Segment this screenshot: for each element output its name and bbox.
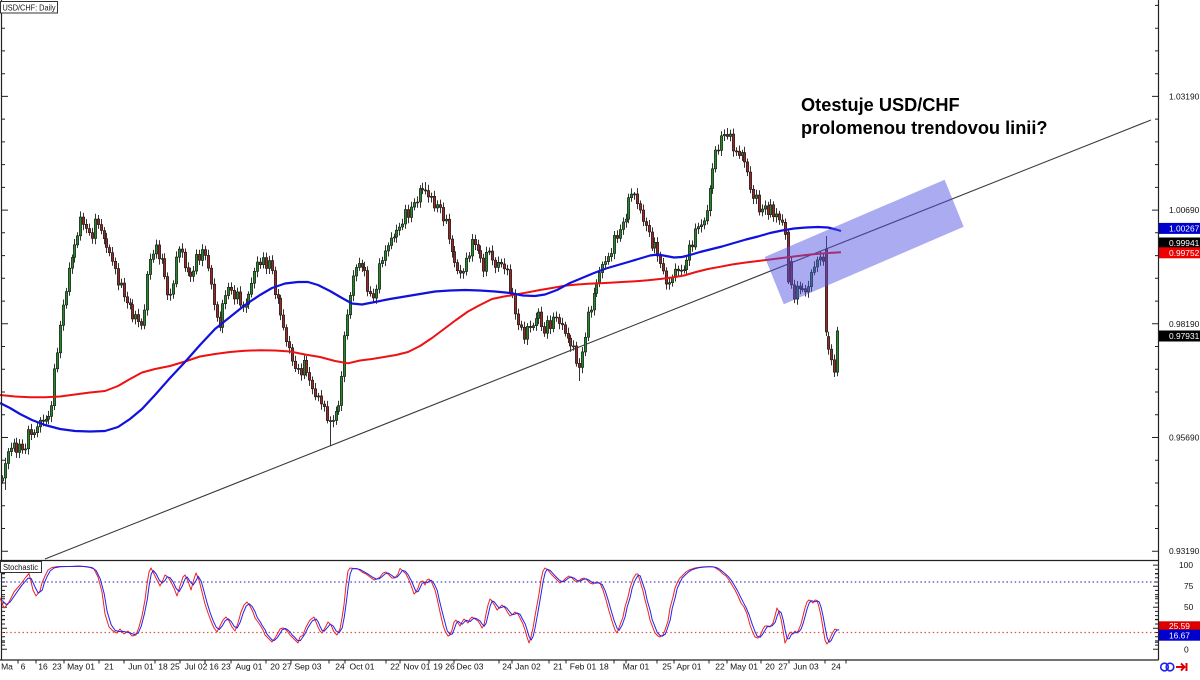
svg-text:75: 75 (1184, 581, 1194, 591)
svg-text:16: 16 (209, 661, 219, 671)
svg-text:25: 25 (662, 661, 672, 671)
svg-text:26: 26 (445, 661, 455, 671)
svg-text:16.67: 16.67 (1169, 630, 1190, 640)
svg-text:Jul 02: Jul 02 (185, 661, 208, 671)
svg-text:Feb 01: Feb 01 (570, 661, 597, 671)
svg-text:0.99752: 0.99752 (1169, 248, 1200, 258)
svg-text:0.93190: 0.93190 (1169, 546, 1200, 556)
svg-text:0.97931: 0.97931 (1169, 331, 1200, 341)
svg-text:Aug 01: Aug 01 (236, 661, 263, 671)
svg-text:Mar 01: Mar 01 (623, 661, 650, 671)
svg-text:25: 25 (170, 661, 180, 671)
svg-text:19: 19 (433, 661, 443, 671)
svg-text:0.98190: 0.98190 (1169, 319, 1200, 329)
svg-text:Jun 03: Jun 03 (793, 661, 819, 671)
svg-text:0.95690: 0.95690 (1169, 433, 1200, 443)
svg-text:16: 16 (38, 661, 48, 671)
svg-text:21: 21 (104, 661, 114, 671)
svg-text:USD/CHF: Daily: USD/CHF: Daily (3, 2, 57, 12)
svg-text:100: 100 (1179, 560, 1193, 570)
svg-text:22: 22 (390, 661, 400, 671)
svg-text:1.03190: 1.03190 (1169, 91, 1200, 101)
svg-text:prolomenou trendovou linii?: prolomenou trendovou linii? (801, 118, 1048, 138)
svg-text:21: 21 (553, 661, 563, 671)
svg-text:Sep 03: Sep 03 (295, 661, 322, 671)
svg-text:27: 27 (778, 661, 788, 671)
svg-text:20: 20 (765, 661, 775, 671)
svg-text:23: 23 (221, 661, 231, 671)
svg-text:Stochastic: Stochastic (3, 563, 38, 572)
svg-text:1.00267: 1.00267 (1169, 224, 1200, 234)
svg-text:Jan 02: Jan 02 (515, 661, 541, 671)
svg-text:Nov 01: Nov 01 (404, 661, 431, 671)
svg-text:0: 0 (1184, 644, 1189, 654)
svg-text:Jun 01: Jun 01 (128, 661, 154, 671)
svg-text:18: 18 (158, 661, 168, 671)
svg-text:20: 20 (270, 661, 280, 671)
svg-text:Otestuje USD/CHF: Otestuje USD/CHF (801, 95, 960, 115)
svg-text:May 01: May 01 (67, 661, 95, 671)
svg-text:24: 24 (831, 661, 841, 671)
svg-text:Oct 01: Oct 01 (349, 661, 374, 671)
svg-text:27: 27 (282, 661, 292, 671)
svg-text:50: 50 (1184, 602, 1194, 612)
svg-text:Dec 03: Dec 03 (457, 661, 484, 671)
svg-text:0.99941: 0.99941 (1169, 238, 1200, 248)
svg-text:May 01: May 01 (730, 661, 758, 671)
svg-text:24: 24 (335, 661, 345, 671)
svg-text:18: 18 (599, 661, 609, 671)
svg-text:Apr 01: Apr 01 (676, 661, 701, 671)
svg-text:24: 24 (502, 661, 512, 671)
svg-text:6: 6 (21, 661, 26, 671)
svg-text:22: 22 (715, 661, 725, 671)
svg-text:25.59: 25.59 (1169, 621, 1190, 631)
svg-text:1.00690: 1.00690 (1169, 205, 1200, 215)
svg-text:Ma: Ma (1, 661, 13, 671)
svg-text:23: 23 (52, 661, 62, 671)
